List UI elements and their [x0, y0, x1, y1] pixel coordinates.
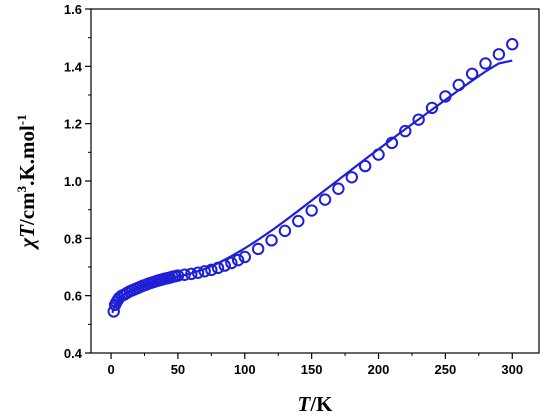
plot-frame: [90, 8, 540, 354]
x-tick-label: 50: [171, 362, 185, 377]
fit-line: [111, 59, 513, 314]
data-point: [358, 159, 372, 173]
y-axis-title: χT/cm3.K.mol-1: [14, 114, 39, 250]
axis-ticks: [85, 8, 513, 359]
data-point: [465, 67, 479, 80]
data-point: [425, 101, 439, 115]
x-tick-label: 300: [501, 362, 523, 377]
data-point: [231, 253, 245, 267]
y-tick-label: 1.6: [64, 2, 82, 17]
data-point: [225, 256, 238, 270]
data-point: [479, 57, 492, 70]
data-point: [251, 242, 265, 256]
data-point: [278, 224, 292, 238]
tick-labels: 0 50 100 150 200 250 300 0.4 0.6 0.8 1.0 1.2 1.4 1.6: [64, 2, 523, 377]
data-point: [205, 263, 218, 277]
data-point: [345, 171, 358, 184]
data-point: [238, 250, 251, 264]
x-tick-label: 150: [301, 362, 323, 377]
y-tick-label: 0.6: [64, 289, 82, 304]
y-tick-label: 1.4: [64, 59, 83, 74]
data-point: [492, 48, 506, 61]
x-axis-title: T/K: [297, 392, 333, 416]
x-tick-label: 0: [107, 362, 114, 377]
y-tick-label: 0.4: [64, 346, 83, 361]
data-point: [292, 214, 305, 228]
data-point: [412, 113, 425, 126]
y-tick-label: 0.8: [64, 231, 82, 246]
y-tick-label: 1.0: [64, 174, 82, 189]
data-point: [332, 182, 345, 195]
data-point: [506, 38, 519, 51]
data-point: [305, 204, 318, 217]
data-point: [265, 234, 278, 247]
y-tick-label: 1.2: [64, 117, 82, 132]
x-tick-label: 250: [435, 362, 457, 377]
x-tick-label: 200: [368, 362, 390, 377]
x-tick-label: 100: [234, 362, 256, 377]
series-layer: [107, 38, 519, 318]
data-point: [399, 124, 412, 138]
data-point: [318, 193, 332, 206]
